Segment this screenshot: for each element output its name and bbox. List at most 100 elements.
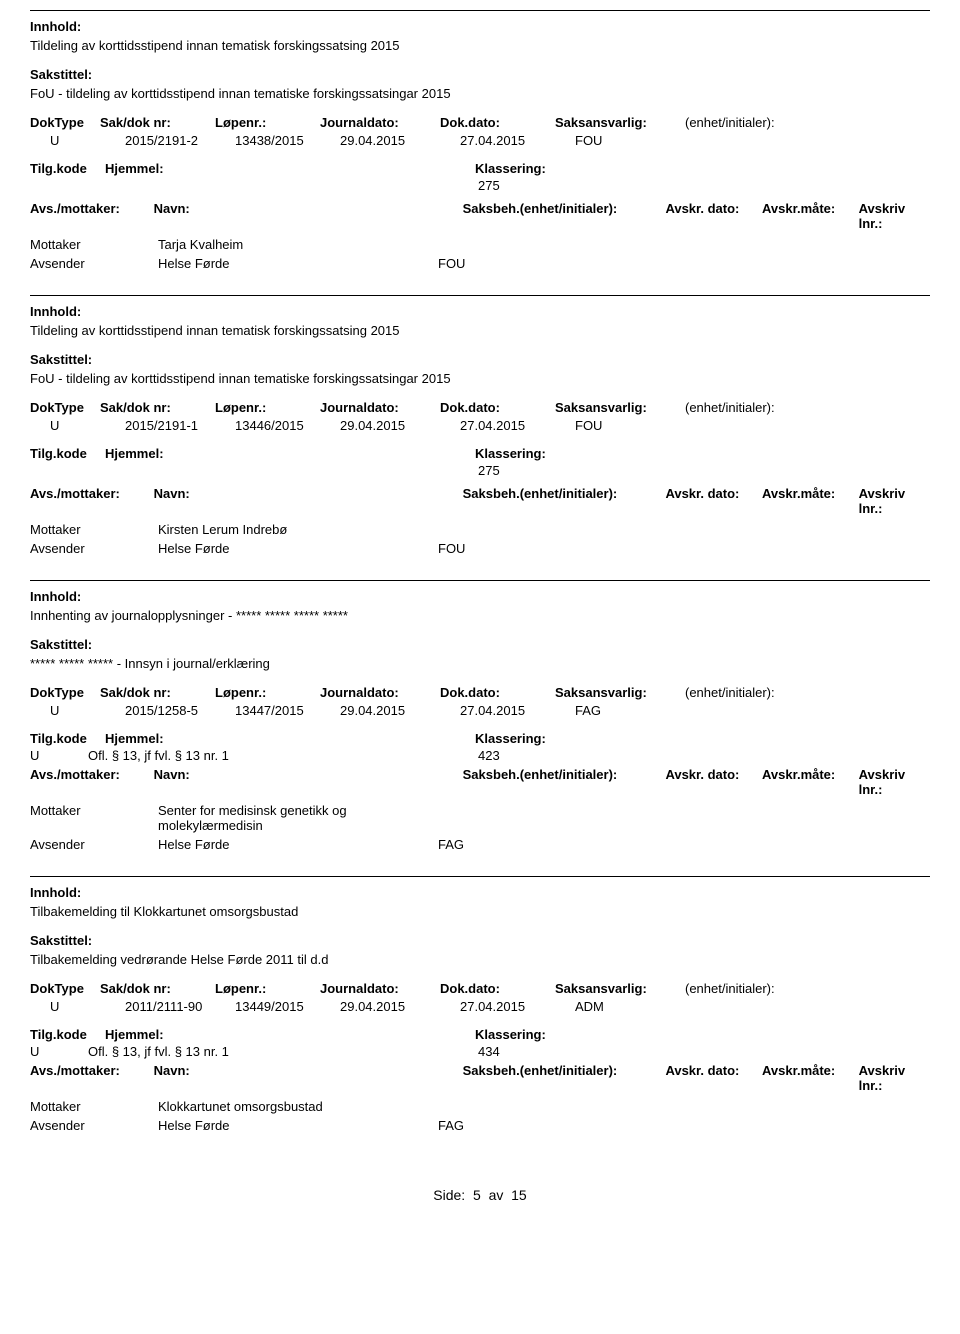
mottaker-row: Mottaker Klokkartunet omsorgsbustad xyxy=(30,1099,930,1114)
sakdoknr-value: 2015/2191-1 xyxy=(125,418,235,433)
lopenr-label: Løpenr.: xyxy=(215,115,320,130)
avsender-name: Helse Førde xyxy=(158,541,438,556)
avsender-role: Avsender xyxy=(30,1118,158,1133)
avsender-role: Avsender xyxy=(30,837,158,852)
doktype-value: U xyxy=(30,703,65,718)
sakstittel-label: Sakstittel: xyxy=(30,637,92,652)
header-row: DokType Sak/dok nr: Løpenr.: Journaldato… xyxy=(30,400,930,415)
navn-label: Navn: xyxy=(154,767,463,797)
sakdoknr-label: Sak/dok nr: xyxy=(100,400,215,415)
klassering-value: 434 xyxy=(478,1044,500,1059)
lopenr-value: 13446/2015 xyxy=(235,418,340,433)
innhold-label: Innhold: xyxy=(30,885,81,900)
doktype-label: DokType xyxy=(30,115,100,130)
enhet-label: (enhet/initialer): xyxy=(685,685,775,700)
lopenr-value: 13438/2015 xyxy=(235,133,340,148)
innhold-label: Innhold: xyxy=(30,589,81,604)
header-row: DokType Sak/dok nr: Løpenr.: Journaldato… xyxy=(30,115,930,130)
value-row: U 2015/2191-1 13446/2015 29.04.2015 27.0… xyxy=(30,418,930,433)
lopenr-value: 13449/2015 xyxy=(235,999,340,1014)
sakdoknr-label: Sak/dok nr: xyxy=(100,981,215,996)
avskrdato-label: Avskr. dato: xyxy=(665,201,762,231)
mottaker-row: Mottaker Tarja Kvalheim xyxy=(30,237,930,252)
hjemmel-label: Hjemmel: xyxy=(105,161,475,176)
doktype-label: DokType xyxy=(30,981,100,996)
tilg-row: Tilg.kode Hjemmel: Klassering: xyxy=(30,446,930,461)
avs-header: Avs./mottaker: Navn: Saksbeh.(enhet/init… xyxy=(30,767,930,797)
lopenr-label: Løpenr.: xyxy=(215,685,320,700)
lopenr-label: Løpenr.: xyxy=(215,981,320,996)
saksbeh-label: Saksbeh.(enhet/initialer): xyxy=(463,1063,666,1093)
doktype-label: DokType xyxy=(30,685,100,700)
avsmottaker-label: Avs./mottaker: xyxy=(30,767,154,797)
mottaker-name: Senter for medisinsk genetikk og molekyl… xyxy=(158,803,378,833)
journaldato-label: Journaldato: xyxy=(320,115,440,130)
avskrdato-label: Avskr. dato: xyxy=(665,486,762,516)
journaldato-label: Journaldato: xyxy=(320,400,440,415)
doktype-value: U xyxy=(30,133,65,148)
value-row: U 2015/1258-5 13447/2015 29.04.2015 27.0… xyxy=(30,703,930,718)
mottaker-role: Mottaker xyxy=(30,522,158,537)
sakstittel-label: Sakstittel: xyxy=(30,67,92,82)
innhold-value: Tilbakemelding til Klokkartunet omsorgsb… xyxy=(30,904,930,919)
klassering-value: 275 xyxy=(30,178,930,193)
hjemmel-label: Hjemmel: xyxy=(105,1027,475,1042)
innhold-label: Innhold: xyxy=(30,304,81,319)
hjemmel-value: Ofl. § 13, jf fvl. § 13 nr. 1 xyxy=(88,1044,478,1059)
dokdato-label: Dok.dato: xyxy=(440,400,555,415)
avskrmate-label: Avskr.måte: xyxy=(762,486,859,516)
sakdoknr-value: 2011/2111-90 xyxy=(125,999,235,1014)
navn-label: Navn: xyxy=(154,1063,463,1093)
mottaker-role: Mottaker xyxy=(30,237,158,252)
enhet-label: (enhet/initialer): xyxy=(685,981,775,996)
sakstittel-value: Tilbakemelding vedrørande Helse Førde 20… xyxy=(30,952,930,967)
sakstittel-value: FoU - tildeling av korttidsstipend innan… xyxy=(30,86,930,101)
page-footer: Side: 5 av 15 xyxy=(30,1187,930,1203)
klassering-value: 275 xyxy=(30,463,930,478)
saksansvarlig-label: Saksansvarlig: xyxy=(555,115,685,130)
doktype-label: DokType xyxy=(30,400,100,415)
saksansvarlig-label: Saksansvarlig: xyxy=(555,685,685,700)
journaldato-value: 29.04.2015 xyxy=(340,133,460,148)
innhold-label: Innhold: xyxy=(30,19,81,34)
enhet-label: (enhet/initialer): xyxy=(685,400,775,415)
dokdato-label: Dok.dato: xyxy=(440,115,555,130)
tilgkode-value: U xyxy=(30,1044,88,1059)
header-row: DokType Sak/dok nr: Løpenr.: Journaldato… xyxy=(30,685,930,700)
klassering-label: Klassering: xyxy=(475,1027,546,1042)
saksansvarlig-label: Saksansvarlig: xyxy=(555,981,685,996)
hjemmel-label: Hjemmel: xyxy=(105,731,475,746)
saksansvarlig-label: Saksansvarlig: xyxy=(555,400,685,415)
hjemmel-value: Ofl. § 13, jf fvl. § 13 nr. 1 xyxy=(88,748,478,763)
hjemmel-label: Hjemmel: xyxy=(105,446,475,461)
enhet-label: (enhet/initialer): xyxy=(685,115,775,130)
avskrdato-label: Avskr. dato: xyxy=(665,1063,762,1093)
sakdoknr-label: Sak/dok nr: xyxy=(100,685,215,700)
mottaker-name: Kirsten Lerum Indrebø xyxy=(158,522,438,537)
journaldato-value: 29.04.2015 xyxy=(340,703,460,718)
journaldato-value: 29.04.2015 xyxy=(340,418,460,433)
avsmottaker-label: Avs./mottaker: xyxy=(30,201,154,231)
avskrivlnr-label: Avskriv lnr.: xyxy=(859,1063,930,1093)
avs-header: Avs./mottaker: Navn: Saksbeh.(enhet/init… xyxy=(30,486,930,516)
tilgkode-label: Tilg.kode xyxy=(30,731,105,746)
journal-record: Innhold: Innhenting av journalopplysning… xyxy=(30,580,930,876)
tilg-row: Tilg.kode Hjemmel: Klassering: xyxy=(30,161,930,176)
avskrivlnr-label: Avskriv lnr.: xyxy=(859,201,930,231)
sakstittel-value: ***** ***** ***** - Innsyn i journal/erk… xyxy=(30,656,930,671)
sakstittel-label: Sakstittel: xyxy=(30,352,92,367)
avskrmate-label: Avskr.måte: xyxy=(762,767,859,797)
avskrivlnr-label: Avskriv lnr.: xyxy=(859,767,930,797)
lopenr-value: 13447/2015 xyxy=(235,703,340,718)
saksansvarlig-value: ADM xyxy=(575,999,705,1014)
saksansvarlig-value: FOU xyxy=(575,133,705,148)
avsender-row: Avsender Helse Førde FAG xyxy=(30,837,930,852)
avsender-name: Helse Førde xyxy=(158,1118,438,1133)
avskrivlnr-label: Avskriv lnr.: xyxy=(859,486,930,516)
tilgkode-value: U xyxy=(30,748,88,763)
sakdoknr-value: 2015/1258-5 xyxy=(125,703,235,718)
mottaker-name: Tarja Kvalheim xyxy=(158,237,438,252)
journaldato-label: Journaldato: xyxy=(320,685,440,700)
avskrmate-label: Avskr.måte: xyxy=(762,1063,859,1093)
mottaker-name: Klokkartunet omsorgsbustad xyxy=(158,1099,438,1114)
